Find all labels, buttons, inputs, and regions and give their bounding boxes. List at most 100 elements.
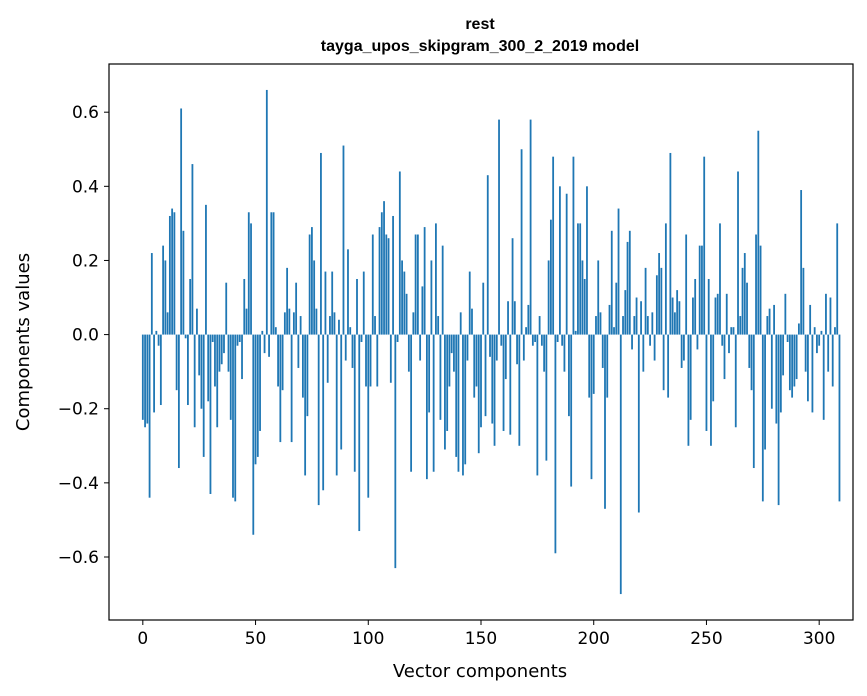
bar — [664, 223, 667, 335]
bar — [658, 253, 661, 335]
bar — [728, 334, 730, 354]
bar — [493, 334, 496, 446]
bar — [191, 164, 194, 335]
bar — [351, 334, 354, 368]
bar — [441, 245, 444, 335]
bar — [306, 334, 309, 417]
bar — [741, 267, 744, 335]
bar — [673, 312, 676, 335]
bar — [703, 156, 706, 335]
bar — [227, 334, 230, 372]
bar — [175, 334, 178, 391]
bar — [211, 334, 214, 342]
bar — [678, 301, 681, 335]
bar — [622, 316, 624, 335]
bar — [807, 334, 809, 402]
bar — [356, 278, 358, 335]
bar — [692, 297, 694, 335]
bar — [552, 156, 555, 335]
bar — [428, 334, 431, 413]
bar — [475, 334, 478, 387]
bar — [829, 297, 832, 335]
bar — [198, 334, 201, 376]
bar — [394, 334, 397, 569]
bar — [171, 208, 174, 335]
bar — [579, 223, 582, 335]
bar — [216, 334, 219, 428]
bar — [554, 334, 557, 554]
bar — [141, 334, 144, 420]
bar — [360, 334, 363, 342]
bar — [610, 230, 613, 335]
bar — [401, 260, 403, 335]
bar — [489, 334, 491, 357]
bar — [416, 234, 419, 335]
bar — [782, 334, 785, 376]
bar — [477, 334, 480, 454]
bar — [288, 308, 291, 335]
bar — [793, 334, 796, 387]
bar — [462, 334, 464, 476]
bar — [586, 186, 588, 335]
bar — [604, 334, 606, 509]
bar — [509, 334, 512, 435]
bar — [721, 334, 724, 346]
bar — [150, 253, 153, 335]
bar — [232, 334, 234, 498]
bar — [725, 293, 728, 335]
bar — [236, 334, 239, 346]
bar — [556, 334, 559, 342]
bar — [252, 334, 255, 535]
bar — [698, 245, 701, 335]
bar — [358, 334, 361, 532]
bar — [797, 323, 800, 335]
bar — [827, 334, 830, 372]
bar — [182, 230, 185, 335]
bar — [671, 297, 674, 335]
bar — [153, 334, 155, 413]
bar — [755, 234, 757, 335]
bar — [238, 334, 241, 342]
bar — [281, 334, 284, 391]
bar — [559, 186, 561, 335]
bar — [450, 334, 453, 354]
bar — [716, 293, 719, 335]
bar — [187, 334, 189, 406]
bar — [637, 334, 640, 513]
bars-group — [141, 89, 841, 595]
bar — [597, 260, 600, 335]
bar — [367, 334, 370, 498]
bar — [398, 171, 401, 335]
bar — [784, 293, 787, 335]
bar — [196, 308, 198, 335]
bar — [516, 334, 518, 365]
bar — [624, 290, 627, 335]
bar — [376, 334, 379, 387]
bar — [642, 334, 645, 372]
bar — [766, 316, 769, 335]
bar — [311, 227, 313, 335]
bar — [655, 275, 658, 335]
bar — [162, 245, 165, 335]
bar — [527, 304, 530, 335]
bar — [649, 334, 651, 346]
bar — [804, 334, 807, 372]
bar — [315, 308, 318, 335]
bar — [464, 334, 467, 465]
bar — [256, 334, 259, 457]
bar — [588, 334, 591, 398]
bar — [241, 334, 243, 380]
bar — [822, 334, 825, 420]
bar — [825, 293, 827, 335]
bar — [157, 334, 160, 346]
bar — [761, 334, 764, 502]
bar — [205, 204, 207, 335]
bar — [259, 334, 261, 431]
bar — [831, 334, 834, 387]
bar — [770, 334, 773, 409]
bar — [538, 316, 541, 335]
bar — [270, 212, 273, 335]
bar — [247, 212, 250, 335]
bar — [561, 334, 564, 346]
